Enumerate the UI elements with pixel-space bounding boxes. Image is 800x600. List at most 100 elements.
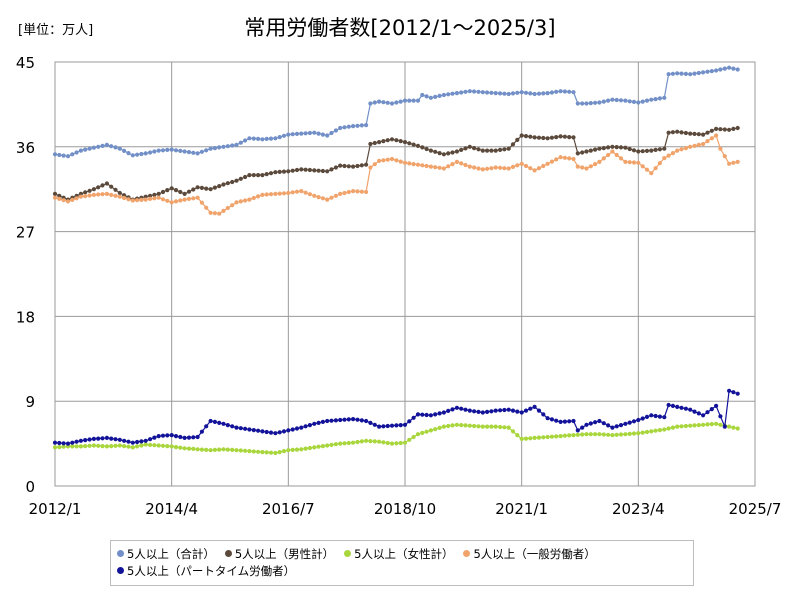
data-point bbox=[178, 148, 183, 153]
data-point bbox=[428, 148, 433, 153]
data-point bbox=[165, 433, 170, 438]
data-point bbox=[135, 198, 140, 203]
data-point bbox=[450, 423, 455, 428]
data-point bbox=[143, 438, 148, 443]
data-point bbox=[532, 404, 537, 409]
data-point bbox=[722, 154, 727, 159]
data-point bbox=[359, 418, 364, 423]
legend-label: 5人以上（一般労働者） bbox=[473, 546, 596, 561]
data-point bbox=[57, 445, 62, 450]
data-point bbox=[234, 448, 239, 453]
data-point bbox=[100, 143, 105, 148]
data-point bbox=[91, 436, 96, 441]
data-point bbox=[614, 145, 619, 150]
data-point bbox=[273, 170, 278, 175]
data-point bbox=[407, 437, 412, 442]
data-point bbox=[264, 136, 269, 141]
data-point bbox=[489, 148, 494, 153]
data-point bbox=[472, 423, 477, 429]
data-point bbox=[139, 443, 144, 448]
data-point bbox=[338, 163, 343, 168]
unit-label: [単位：万人] bbox=[18, 23, 94, 38]
data-point bbox=[502, 166, 507, 171]
data-point bbox=[446, 151, 451, 156]
data-point bbox=[705, 139, 710, 144]
x-tick-label: 2021/1 bbox=[495, 500, 548, 518]
data-point bbox=[498, 91, 503, 96]
data-point bbox=[653, 413, 658, 419]
data-point bbox=[597, 159, 602, 164]
data-point bbox=[394, 441, 399, 446]
data-point bbox=[394, 423, 399, 428]
data-point bbox=[441, 410, 446, 415]
data-point bbox=[342, 417, 347, 422]
data-point bbox=[173, 199, 179, 204]
data-point bbox=[70, 197, 75, 202]
data-point bbox=[312, 421, 317, 426]
legend-label: 5人以上（パートタイム労働者） bbox=[127, 563, 296, 578]
data-point bbox=[100, 444, 105, 449]
data-point bbox=[692, 131, 697, 136]
data-point bbox=[610, 433, 615, 438]
data-point bbox=[238, 448, 243, 453]
data-point bbox=[299, 447, 304, 452]
data-point bbox=[476, 166, 481, 171]
data-point bbox=[688, 423, 693, 428]
data-point bbox=[230, 424, 235, 429]
data-point bbox=[221, 447, 226, 452]
data-point bbox=[212, 146, 217, 151]
data-point bbox=[701, 141, 706, 147]
data-point bbox=[411, 415, 416, 420]
data-point bbox=[74, 444, 79, 449]
data-point bbox=[303, 131, 308, 136]
data-point bbox=[662, 415, 667, 420]
data-point bbox=[666, 130, 671, 135]
data-point bbox=[528, 91, 533, 96]
data-point bbox=[562, 134, 568, 139]
data-point bbox=[256, 136, 261, 141]
data-point bbox=[662, 95, 667, 100]
data-point bbox=[333, 442, 338, 447]
data-point bbox=[385, 440, 390, 446]
data-point bbox=[377, 424, 382, 429]
data-point bbox=[463, 407, 468, 412]
data-point bbox=[472, 89, 477, 94]
data-point bbox=[277, 191, 282, 196]
data-point bbox=[113, 437, 118, 442]
data-point bbox=[325, 169, 330, 174]
data-point bbox=[407, 98, 412, 103]
data-point bbox=[519, 133, 524, 138]
data-point bbox=[411, 162, 416, 167]
data-point bbox=[320, 419, 325, 424]
data-point bbox=[631, 431, 637, 436]
legend-marker bbox=[224, 550, 232, 557]
data-point bbox=[299, 131, 304, 136]
data-point bbox=[528, 134, 533, 139]
legend-item: 5人以上（パートタイム労働者） bbox=[117, 562, 295, 579]
legend-label: 5人以上（女性計） bbox=[354, 546, 454, 561]
data-point bbox=[303, 167, 308, 172]
data-point bbox=[385, 100, 390, 105]
data-point bbox=[83, 444, 88, 449]
data-point bbox=[61, 441, 66, 446]
data-point bbox=[87, 188, 92, 193]
data-point bbox=[61, 153, 66, 158]
data-point bbox=[433, 412, 438, 417]
data-point bbox=[221, 208, 226, 213]
data-point bbox=[731, 160, 736, 165]
data-point bbox=[377, 158, 382, 163]
chart-title: 常用労働者数[2012/1～2025/3] bbox=[244, 16, 556, 40]
data-point bbox=[502, 147, 507, 152]
data-point bbox=[152, 196, 157, 201]
data-point bbox=[428, 413, 433, 418]
data-point bbox=[601, 432, 606, 437]
data-point bbox=[528, 166, 533, 171]
data-point bbox=[329, 442, 334, 447]
data-point bbox=[627, 420, 632, 425]
data-point bbox=[96, 443, 101, 448]
data-point bbox=[636, 100, 641, 105]
data-point bbox=[389, 137, 395, 142]
data-point bbox=[463, 162, 468, 168]
data-point bbox=[394, 138, 399, 143]
data-point bbox=[679, 71, 684, 76]
